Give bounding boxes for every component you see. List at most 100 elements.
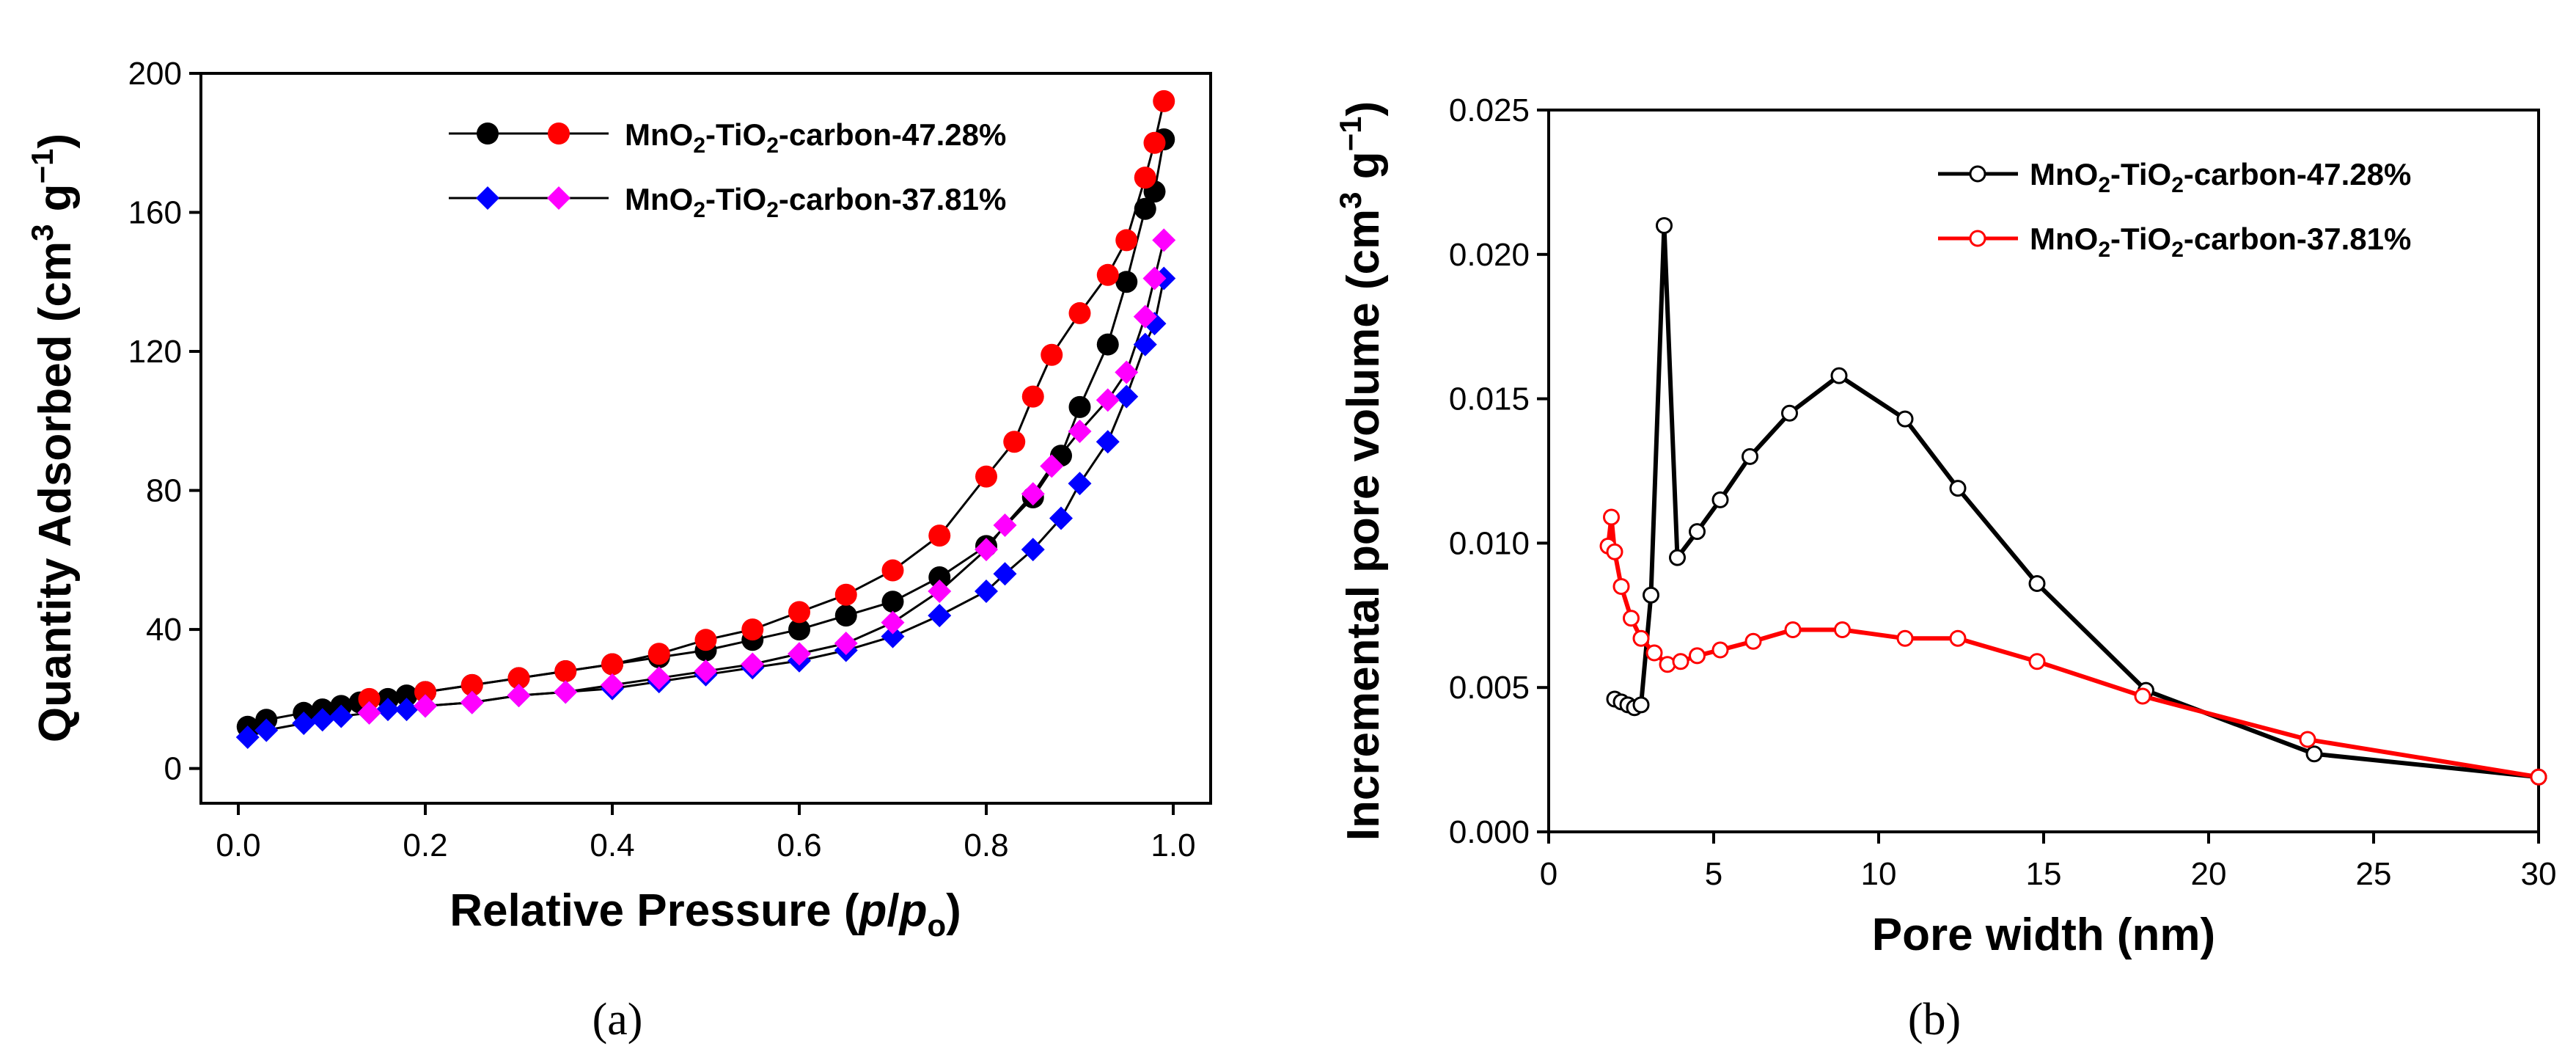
- data-point-a-3: [647, 666, 671, 690]
- data-point-a-2: [254, 718, 279, 742]
- y-tick-label-b: 0.025: [1449, 92, 1530, 128]
- legend-a-marker-blue: [476, 186, 499, 210]
- x-tick-label-b: 0: [1540, 856, 1557, 892]
- data-point-b-1: [1672, 653, 1689, 670]
- data-point-a-2: [993, 562, 1017, 586]
- x-tick-label-a: 0.4: [590, 827, 634, 863]
- legend-a-marker-black: [477, 123, 499, 145]
- data-point-a-3: [928, 579, 952, 603]
- legend-a-marker-red: [548, 123, 570, 145]
- panel-label-b: (b): [1908, 995, 1961, 1045]
- series-line-b-0: [1613, 223, 2539, 780]
- data-point-b-1: [2028, 653, 2046, 670]
- y-tick-label-a: 80: [146, 473, 182, 509]
- data-point-a-1: [788, 601, 810, 624]
- data-point-a-3: [1021, 482, 1045, 506]
- data-point-a-3: [554, 680, 578, 704]
- data-point-a-1: [1068, 301, 1091, 324]
- data-point-a-3: [357, 701, 381, 725]
- data-point-a-2: [1133, 332, 1157, 357]
- data-point-a-3: [993, 513, 1017, 537]
- y-tick-label-b: 0.000: [1449, 814, 1530, 850]
- data-point-b-0: [1711, 491, 1729, 508]
- data-point-a-3: [1133, 304, 1157, 329]
- series-lines-b: [1606, 223, 2539, 780]
- x-tick-label-a: 0.0: [216, 827, 260, 863]
- data-point-b-0: [1643, 586, 1659, 604]
- chart-panel-a: 0.0 0.2 0.4 0.6 0.8 1.0 0 40 80 120 160 200 MnO2-Ti…: [25, 56, 1212, 1045]
- data-point-b-0: [1656, 216, 1673, 234]
- data-point-a-2: [395, 698, 419, 722]
- series-line-a-3: [369, 240, 1165, 714]
- data-point-a-2: [310, 708, 334, 732]
- data-point-b-1: [1784, 621, 1802, 638]
- data-point-b-1: [2134, 687, 2151, 705]
- data-point-a-1: [928, 524, 951, 547]
- axis-ticks-b: 0 5 10 15 20 25 30 0.000 0.005 0.010 0.015 0.020 0.0…: [1449, 92, 2557, 892]
- data-point-a-1: [414, 681, 436, 703]
- data-point-b-0: [1669, 549, 1686, 566]
- data-point-b-0: [1781, 404, 1798, 422]
- data-point-a-3: [881, 610, 905, 635]
- data-point-a-3: [460, 690, 484, 714]
- y-tick-label-b: 0.010: [1449, 525, 1530, 561]
- data-point-a-0: [1115, 271, 1138, 293]
- data-point-a-0: [1134, 197, 1156, 220]
- data-point-b-1: [1744, 632, 1762, 650]
- data-point-b-0: [1949, 480, 1967, 497]
- data-point-a-2: [1096, 430, 1120, 454]
- y-tick-label-b: 0.005: [1449, 670, 1530, 706]
- data-point-a-1: [741, 618, 764, 641]
- data-point-a-3: [507, 684, 531, 708]
- y-axis-label-a: Quantity Adsorbed (cm3 g−1): [25, 134, 81, 742]
- panel-label-a: (a): [592, 995, 643, 1045]
- data-point-b-0: [1632, 696, 1650, 714]
- y-tick-label-a: 160: [128, 195, 182, 231]
- data-point-a-3: [834, 632, 858, 656]
- data-point-a-1: [1143, 131, 1166, 154]
- data-point-a-0: [928, 566, 951, 589]
- plot-frame-a: [199, 72, 1212, 805]
- axis-ticks-a: 0.0 0.2 0.4 0.6 0.8 1.0 0 40 80 120 160 200: [128, 56, 1196, 863]
- plot-frame-b: [1547, 109, 2540, 833]
- data-point-a-1: [554, 659, 577, 682]
- x-tick-label-b: 25: [2356, 856, 2392, 892]
- data-point-a-0: [1096, 333, 1119, 356]
- y-axis-label-b: Incremental pore volume (cm3 g−1): [1333, 101, 1389, 841]
- data-point-b-1: [1834, 621, 1851, 638]
- legend-a: MnO2-TiO2-carbon-47.28% MnO2-TiO2-carbon…: [449, 117, 1006, 222]
- x-axis-label-a: Relative Pressure (p/po): [449, 885, 961, 943]
- data-point-a-3: [1152, 228, 1176, 252]
- data-point-a-3: [788, 642, 811, 666]
- legend-a-marker-magenta: [547, 186, 570, 210]
- data-point-a-1: [460, 673, 483, 696]
- data-point-a-2: [1115, 384, 1139, 409]
- data-point-b-0: [1830, 367, 1848, 384]
- y-tick-label-a: 200: [128, 56, 182, 92]
- data-point-a-1: [834, 583, 857, 606]
- data-point-b-1: [1606, 543, 1623, 560]
- data-point-a-0: [395, 684, 418, 707]
- data-point-a-2: [1021, 538, 1045, 562]
- data-point-a-2: [1068, 472, 1092, 496]
- x-tick-label-b: 5: [1705, 856, 1722, 892]
- data-point-a-0: [834, 604, 857, 627]
- data-point-b-1: [1711, 641, 1729, 659]
- data-point-a-1: [1115, 229, 1138, 252]
- data-point-a-1: [1096, 263, 1119, 286]
- legend-a-label-1: MnO2-TiO2-carbon-47.28%: [625, 117, 1006, 158]
- data-point-b-1: [1612, 577, 1630, 595]
- x-tick-label-b: 20: [2191, 856, 2227, 892]
- data-point-b-0: [1689, 523, 1706, 541]
- series-markers-a: [235, 89, 1176, 749]
- chart-panel-b: 0 5 10 15 20 25 30 0.000 0.005 0.010 0.015 0.020 0.0…: [1333, 92, 2556, 1045]
- data-point-a-3: [601, 673, 624, 697]
- data-point-b-1: [1623, 610, 1640, 627]
- x-tick-label-b: 30: [2521, 856, 2557, 892]
- data-point-a-1: [975, 465, 997, 488]
- x-tick-label-a: 0.6: [777, 827, 821, 863]
- data-point-a-3: [414, 694, 437, 718]
- data-point-a-1: [694, 629, 717, 651]
- data-point-a-2: [292, 712, 316, 736]
- legend-b-marker-black: [1969, 165, 1986, 183]
